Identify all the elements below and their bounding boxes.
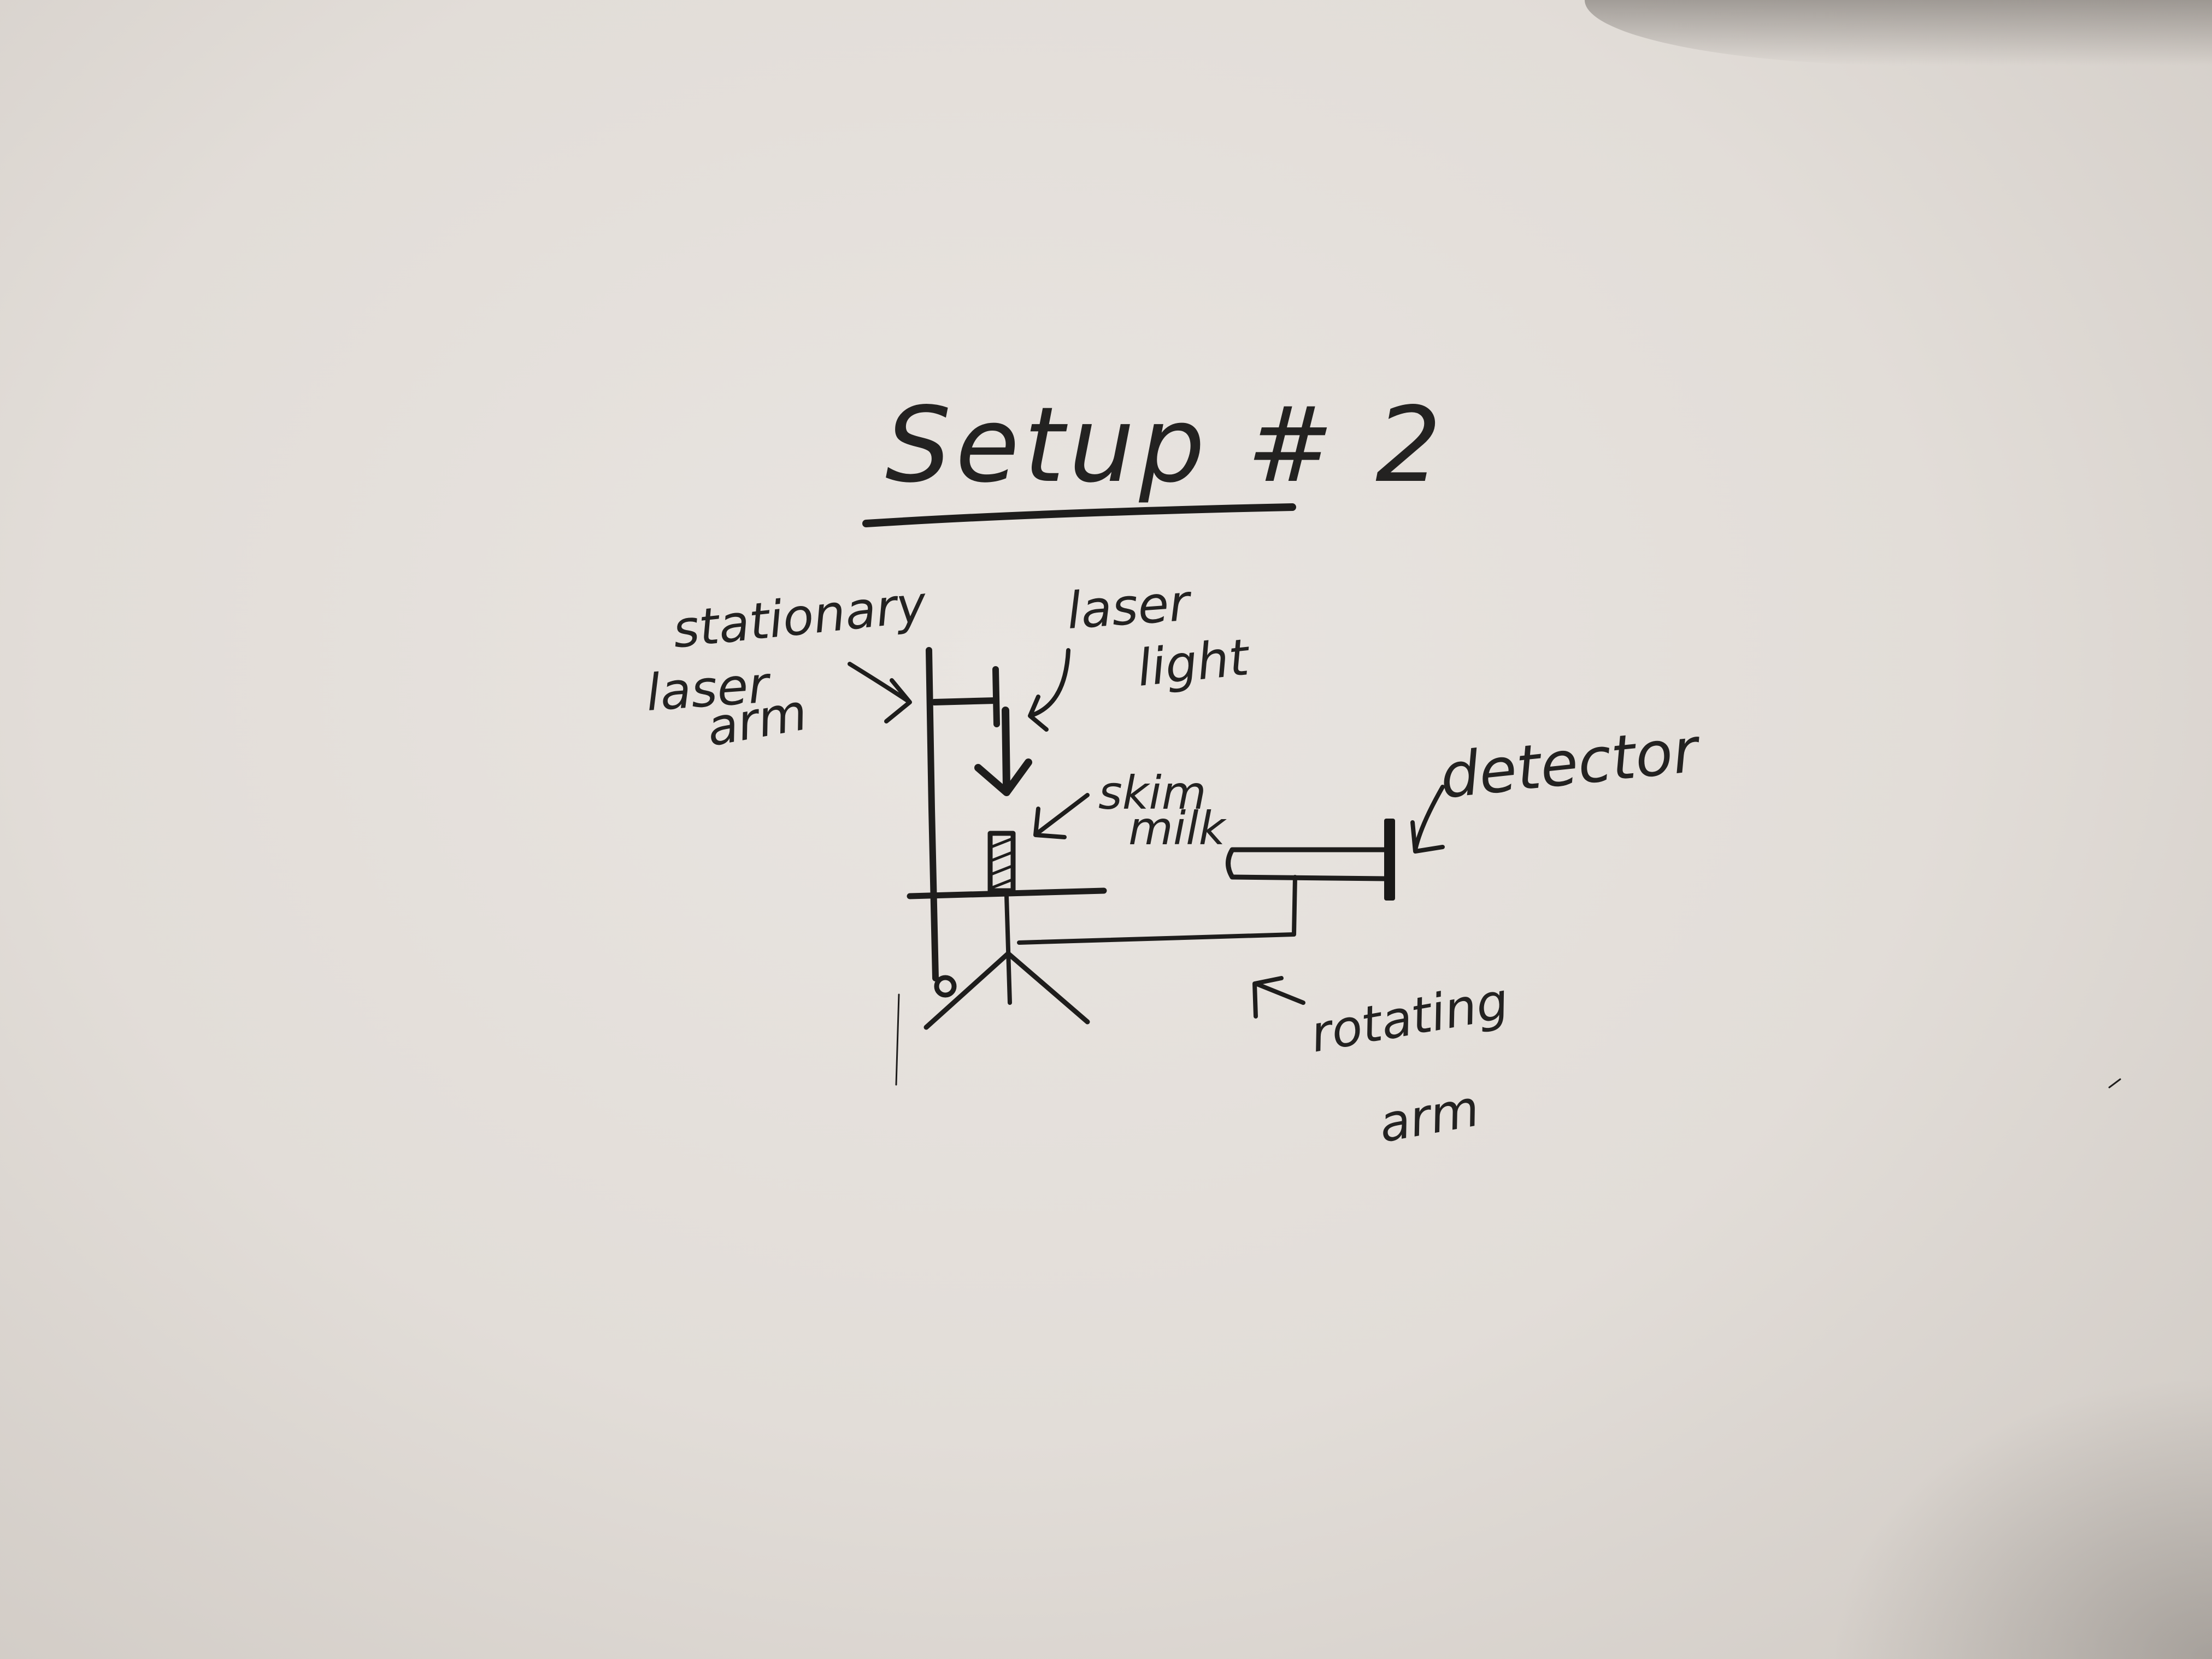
skim-milk-sample (987, 831, 1016, 893)
label-skim-milk-line2: milk (1128, 802, 1227, 855)
laser-head-stub (992, 666, 1000, 727)
diagram-title: Setup # 2 (885, 385, 1446, 505)
label-rotating-arm-line1: rotating (1306, 972, 1513, 1064)
label-detector: detector (1437, 715, 1704, 813)
laser-arm-crossbar (931, 697, 999, 705)
tripod-stem (1004, 894, 1012, 1005)
stationary-laser-arm-post (926, 647, 939, 981)
label-rotating-arm-line2: arm (1374, 1079, 1484, 1154)
label-laser-arm-line1: laser (644, 655, 773, 722)
detector-tube (1226, 847, 1388, 881)
table-top (907, 887, 1107, 899)
laser-light-arrow (1028, 648, 1070, 732)
corner-mark (895, 993, 900, 1086)
laser-beam-line (1002, 707, 1010, 791)
laser-arm-arrow (848, 662, 912, 723)
skim-milk-arrow (1033, 793, 1090, 839)
rotating-arm (1017, 875, 1297, 945)
label-stationary: stationary (670, 575, 929, 660)
title-underline (862, 503, 1296, 527)
label-skim-milk-line1: skim (1098, 766, 1207, 820)
label-laser-light-line2: light (1134, 628, 1253, 698)
tripod-leg-left (923, 951, 1011, 1030)
corner-shadow (1829, 1375, 2212, 1659)
tripod-leg-right (1005, 951, 1090, 1025)
laser-beam-arrowhead (974, 758, 1032, 796)
detector-arrow (1410, 785, 1445, 854)
label-laser-light-line1: laser (1065, 573, 1194, 640)
pivot-joint (934, 975, 957, 998)
detector-plate (1384, 819, 1395, 901)
stray-mark (2108, 1078, 2121, 1089)
rotating-arm-arrow (1252, 976, 1305, 1019)
